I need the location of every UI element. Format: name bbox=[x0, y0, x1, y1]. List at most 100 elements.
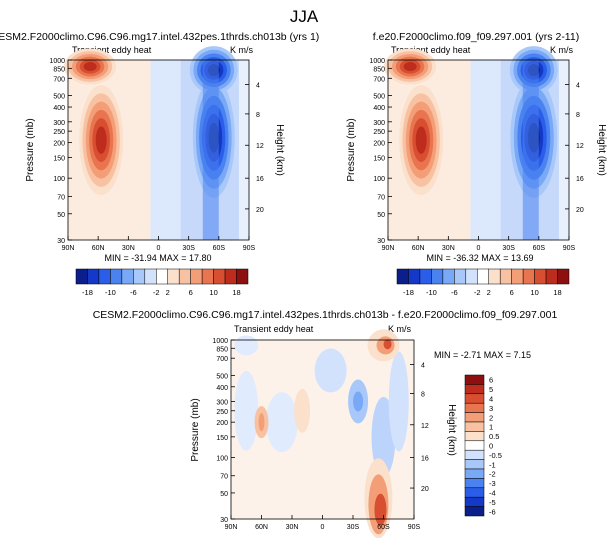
y-tick-label: 500 bbox=[216, 373, 228, 380]
y2-tick-label: 4 bbox=[256, 83, 260, 90]
colorbar-swatch bbox=[178, 268, 191, 285]
y2-tick-label: 12 bbox=[421, 423, 429, 430]
y-tick-label: 70 bbox=[220, 474, 228, 481]
y-tick-label: 200 bbox=[373, 141, 385, 148]
field-diff-patch bbox=[265, 392, 298, 453]
y-tick-label: 700 bbox=[373, 76, 385, 83]
panel-2-stats: MIN = -36.32 MAX = 13.69 bbox=[426, 253, 533, 263]
colorbar-swatch bbox=[545, 268, 558, 285]
x-tick-label: 90N bbox=[225, 524, 238, 531]
y2-tick-label: 16 bbox=[421, 456, 429, 463]
colorbar-swatch bbox=[465, 268, 478, 285]
panel-2-ylabel: Pressure (mb) bbox=[346, 118, 357, 181]
panel-1-stats: MIN = -31.94 MAX = 17.80 bbox=[104, 253, 211, 263]
y-tick-label: 1000 bbox=[212, 338, 228, 345]
colorbar-swatch bbox=[464, 496, 485, 507]
y-tick-label: 700 bbox=[53, 76, 65, 83]
panel-3-stats: MIN = -2.71 MAX = 7.15 bbox=[434, 350, 531, 360]
x-tick-label: 0 bbox=[321, 524, 325, 531]
y-tick-label: 50 bbox=[377, 212, 385, 219]
colorbar-swatch bbox=[464, 449, 485, 460]
colorbar-label: 1 bbox=[489, 423, 493, 432]
x-tick-label: 60S bbox=[533, 245, 546, 252]
colorbar-swatch bbox=[464, 431, 485, 442]
field-diff-patch bbox=[234, 370, 259, 451]
y-tick-label: 200 bbox=[53, 141, 65, 148]
colorbar-swatch bbox=[488, 268, 501, 285]
x-tick-label: 90N bbox=[62, 245, 75, 252]
page-title: JJA bbox=[290, 7, 319, 26]
field-diff-patch bbox=[374, 493, 387, 526]
field-sh-pole bbox=[238, 60, 249, 240]
y-tick-label: 500 bbox=[373, 94, 385, 101]
panel-2-units: K m/s bbox=[550, 45, 574, 55]
field-sh-jet-column bbox=[522, 60, 539, 240]
y-tick-label: 50 bbox=[57, 212, 65, 219]
x-tick-label: 30S bbox=[502, 245, 515, 252]
panel-control: CESM2.F2000climo.C96.C96.mg17.intel.432p… bbox=[0, 31, 319, 263]
y-tick-label: 400 bbox=[373, 105, 385, 112]
field-diff-patch bbox=[258, 413, 265, 432]
colorbar-label: -18 bbox=[82, 288, 93, 297]
colorbar-label: -2 bbox=[489, 470, 496, 479]
field-tropics-background bbox=[150, 60, 181, 240]
colorbar-label: 10 bbox=[530, 288, 538, 297]
y-tick-label: 100 bbox=[373, 176, 385, 183]
colorbar-label: -6 bbox=[130, 288, 137, 297]
colorbar-label: -6 bbox=[451, 288, 458, 297]
colorbar-swatch bbox=[511, 268, 524, 285]
panel-1-title: CESM2.F2000climo.C96.C96.mg17.intel.432p… bbox=[0, 31, 319, 43]
colorbar-swatch bbox=[464, 440, 485, 451]
colorbar-swatch bbox=[464, 374, 485, 385]
x-tick-label: 0 bbox=[157, 245, 161, 252]
y-tick-label: 150 bbox=[53, 155, 65, 162]
y2-tick-label: 16 bbox=[256, 176, 264, 183]
colorbar-label: -3 bbox=[489, 479, 496, 488]
panel-1-units: K m/s bbox=[230, 45, 254, 55]
colorbar-swatch bbox=[499, 268, 512, 285]
colorbar-swatch bbox=[224, 268, 237, 285]
y-tick-label: 300 bbox=[53, 120, 65, 127]
colorbar-swatch bbox=[464, 487, 485, 498]
field-diff-patch bbox=[383, 339, 392, 350]
colorbar-swatch bbox=[464, 393, 485, 404]
x-tick-label: 90S bbox=[243, 245, 256, 252]
x-tick-label: 60N bbox=[92, 245, 105, 252]
y-tick-label: 30 bbox=[377, 238, 385, 245]
y-tick-label: 100 bbox=[53, 176, 65, 183]
panel-3-units: K m/s bbox=[388, 324, 412, 334]
y-tick-label: 400 bbox=[53, 105, 65, 112]
field-sh-jet-column bbox=[202, 60, 219, 240]
y2-tick-label: 20 bbox=[576, 207, 584, 214]
panel-reference: f.e20.F2000climo.f09_f09.297.001 (yrs 2-… bbox=[346, 31, 607, 263]
colorbar-swatch bbox=[201, 268, 214, 285]
y-tick-label: 30 bbox=[220, 517, 228, 524]
x-tick-label: 30N bbox=[122, 245, 135, 252]
colorbar-swatch bbox=[442, 268, 455, 285]
field-diff-patch bbox=[353, 391, 364, 412]
colorbar-label: 4 bbox=[489, 395, 493, 404]
colorbar-swatch bbox=[156, 268, 168, 285]
x-tick-label: 0 bbox=[477, 245, 481, 252]
y2-tick-label: 20 bbox=[256, 207, 264, 214]
panel-3-y2label: Height (km) bbox=[446, 404, 457, 456]
field-sh-pole bbox=[558, 60, 569, 240]
colorbar-swatch bbox=[167, 268, 180, 285]
panel-2-title: f.e20.F2000climo.f09_f09.297.001 (yrs 2-… bbox=[373, 31, 579, 43]
x-tick-label: 60S bbox=[213, 245, 226, 252]
y-tick-label: 300 bbox=[216, 399, 228, 406]
field-tropics-background bbox=[470, 60, 501, 240]
panel-3-ylabel: Pressure (mb) bbox=[190, 398, 201, 461]
panel-3-title: CESM2.F2000climo.C96.C96.mg17.intel.432p… bbox=[93, 309, 558, 321]
colorbar-label: 6 bbox=[510, 288, 514, 297]
colorbar-swatch bbox=[464, 459, 485, 470]
colorbar-swatch bbox=[464, 402, 485, 413]
panel-difference: CESM2.F2000climo.C96.C96.mg17.intel.432p… bbox=[93, 309, 558, 538]
colorbar-reference: -18 -10 -6 -2 2 6 10 18 bbox=[396, 268, 570, 297]
colorbar-label: 6 bbox=[189, 288, 193, 297]
panel-1-left-subtitle: Transient eddy heat bbox=[72, 45, 152, 55]
y-tick-label: 1000 bbox=[369, 58, 385, 65]
colorbar-label: -5 bbox=[489, 498, 496, 507]
field-diff-patch bbox=[388, 351, 409, 452]
